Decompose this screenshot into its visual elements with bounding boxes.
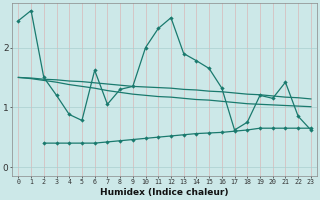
- X-axis label: Humidex (Indice chaleur): Humidex (Indice chaleur): [100, 188, 229, 197]
